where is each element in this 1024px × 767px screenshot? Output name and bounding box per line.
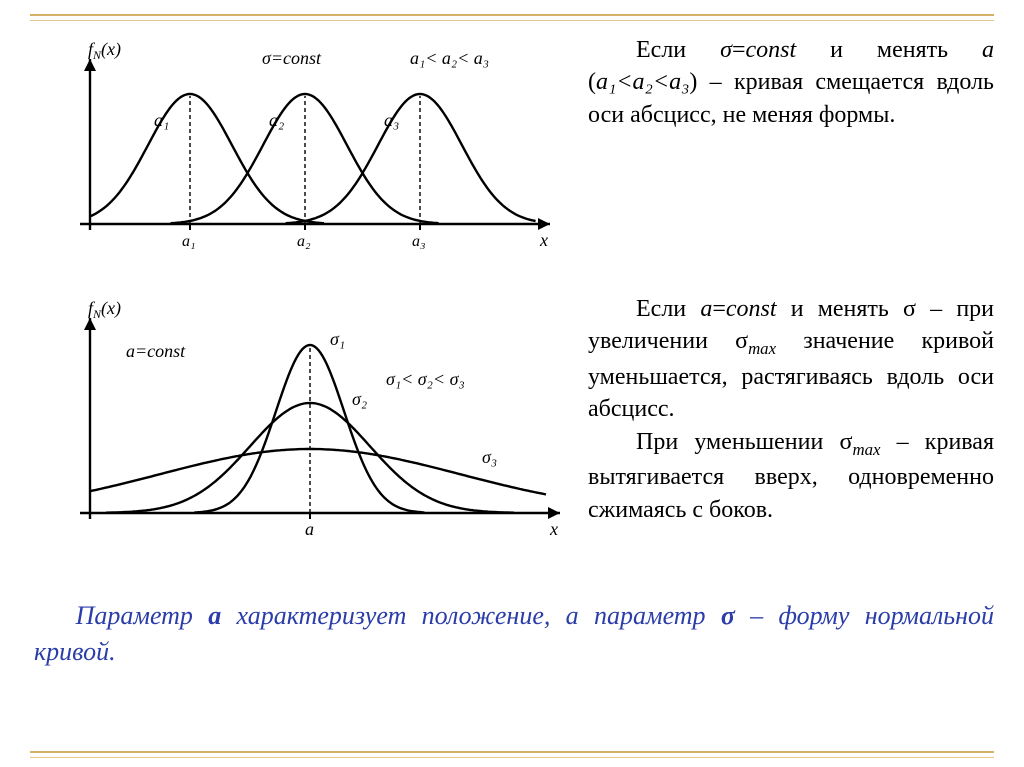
row-a-const: fN(x)xa=constσ₁< σ₂< σ₃aσ₁σ₂σ₃ Если a=co… — [30, 293, 994, 558]
p1-prefix: Если — [636, 37, 720, 63]
svg-text:fN(x): fN(x) — [88, 298, 121, 321]
svg-text:a₁: a₁ — [154, 110, 169, 130]
p3-prefix: При уменьшении σ — [636, 429, 852, 455]
svg-text:a=const: a=const — [126, 341, 186, 361]
svg-text:a₃: a₃ — [412, 233, 426, 250]
svg-text:σ₂: σ₂ — [352, 389, 367, 409]
p1-const: const — [745, 37, 796, 63]
p2-sub: max — [748, 339, 776, 358]
svg-text:x: x — [549, 519, 558, 539]
chart-sigma-const: fN(x) x σ=const a₁< a₂< a₃ a₁ a₁ a₂ a₂ a₃ a₃ — [30, 34, 570, 269]
row-sigma-const: fN(x) x σ=const a₁< a₂< a₃ a₁ a₁ a₂ a₂ a₃ a₃ Если… — [30, 34, 994, 269]
p2-prefix: Если — [636, 296, 700, 322]
svg-text:σ₁: σ₁ — [330, 329, 345, 349]
p1-sigma: σ — [720, 37, 732, 63]
sum-sigma: σ — [721, 601, 735, 630]
p1-mid: и менять — [796, 37, 982, 63]
text-sigma-const: Если σ=const и менять a (a₁<a₂<a₃) – кри… — [588, 34, 994, 131]
p2-a: a — [700, 296, 712, 322]
paragraph-2: Если a=const и менять σ – при увеличении… — [588, 293, 994, 426]
svg-text:a₃: a₃ — [384, 110, 399, 130]
svg-text:x: x — [539, 230, 548, 250]
decorative-line-bottom — [30, 751, 994, 753]
p2-eq: = — [712, 296, 726, 322]
svg-text:a₁< a₂< a₃: a₁< a₂< a₃ — [410, 48, 489, 68]
decorative-line-top — [30, 14, 994, 16]
summary-paragraph: Параметр a характеризует положение, а па… — [30, 598, 994, 671]
svg-text:σ₃: σ₃ — [482, 447, 497, 467]
p1-a: a — [982, 37, 994, 63]
paragraph-3: При уменьшении σmax – кривая вытягиваетс… — [588, 426, 994, 526]
p1-cond: a₁<a₂<a₃ — [596, 69, 689, 95]
p1-open: ( — [588, 69, 596, 95]
sum-t2: характеризует положение, а параметр — [221, 601, 721, 630]
sum-a: a — [208, 601, 221, 630]
svg-text:σ=const: σ=const — [262, 48, 322, 68]
svg-text:a₁: a₁ — [182, 233, 196, 250]
sum-t1: Параметр — [76, 601, 209, 630]
svg-text:σ₁< σ₂< σ₃: σ₁< σ₂< σ₃ — [386, 369, 465, 389]
svg-text:a₂: a₂ — [297, 233, 311, 250]
paragraph-1: Если σ=const и менять a (a₁<a₂<a₃) – кри… — [588, 34, 994, 131]
svg-text:fN(x): fN(x) — [88, 39, 121, 62]
svg-text:a₂: a₂ — [269, 110, 284, 130]
page-content: fN(x)xσ=consta₁< a₂< a₃a₁a₁a₂a₂a₃a₃ Если… — [30, 30, 994, 737]
chart-a-const: fN(x) x a=const σ₁< σ₂< σ₃ a σ₁ σ₂ σ₃ — [30, 293, 570, 558]
p3-sub: max — [852, 439, 880, 458]
p1-eq: = — [732, 37, 746, 63]
svg-text:a: a — [305, 519, 314, 539]
p2-const: const — [726, 296, 777, 322]
text-a-const: Если a=const и менять σ – при увеличении… — [588, 293, 994, 526]
